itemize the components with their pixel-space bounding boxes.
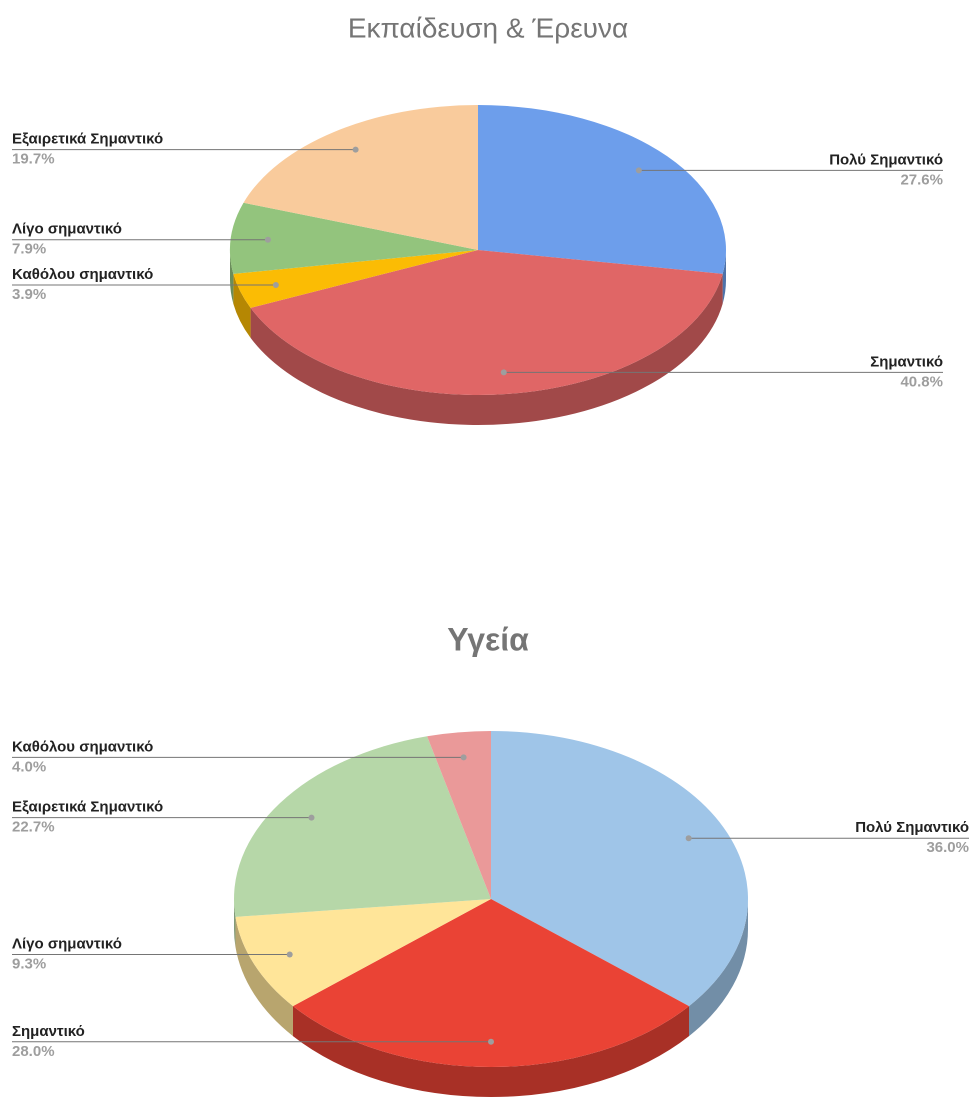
slice-side: [235, 916, 293, 1037]
label-name: Σημαντικό: [12, 1023, 85, 1040]
slice-side: [250, 273, 723, 426]
label-name: Εξαιρετικά Σημαντικό: [12, 131, 163, 148]
label-value: 9.3%: [12, 955, 46, 972]
label-value: 4.0%: [12, 758, 46, 775]
label-name: Καθόλου σημαντικό: [12, 266, 153, 283]
leader-dot: [500, 369, 507, 376]
label-name: Σημαντικό: [870, 353, 943, 370]
leader-dot: [352, 146, 359, 153]
slice: [292, 899, 690, 1067]
leader-dot: [286, 951, 293, 958]
label-name: Εξαιρετικά Σημαντικό: [12, 799, 163, 816]
label-name: Λίγο σημαντικό: [12, 935, 122, 952]
label-value: 40.8%: [900, 373, 943, 390]
slice: [243, 105, 478, 250]
slice: [234, 736, 491, 917]
label-name: Πολύ Σημαντικό: [855, 819, 969, 836]
leader-dot: [685, 835, 692, 842]
label-value: 36.0%: [926, 839, 969, 856]
chart-title: Εκπαίδευση & Έρευνα: [348, 12, 628, 43]
label-name: Πολύ Σημαντικό: [829, 151, 943, 168]
slice-side: [230, 250, 234, 304]
slice: [478, 105, 726, 274]
leader-dot: [635, 167, 642, 174]
slice-side: [722, 250, 726, 304]
slice-side: [292, 1006, 690, 1097]
slice: [235, 899, 491, 1007]
slice-side: [233, 273, 251, 338]
label-value: 27.6%: [900, 171, 943, 188]
slice: [491, 731, 749, 1007]
leader-dot: [272, 281, 279, 288]
slice: [230, 202, 478, 274]
leader-dot: [488, 1038, 494, 1045]
slice: [233, 250, 478, 308]
label-value: 28.0%: [12, 1043, 55, 1060]
slice: [427, 731, 491, 899]
leader-dot: [264, 236, 271, 243]
label-name: Λίγο σημαντικό: [12, 221, 122, 238]
chart-title: Υγεία: [447, 621, 529, 657]
label-value: 7.9%: [12, 241, 46, 258]
leader-dot: [308, 814, 315, 821]
slice-side: [234, 899, 236, 947]
label-value: 19.7%: [12, 151, 55, 168]
label-name: Καθόλου σημαντικό: [12, 738, 153, 755]
label-value: 22.7%: [12, 819, 55, 836]
slice: [250, 250, 723, 395]
label-value: 3.9%: [12, 286, 46, 303]
slice-side: [689, 899, 748, 1037]
leader-dot: [460, 754, 467, 761]
